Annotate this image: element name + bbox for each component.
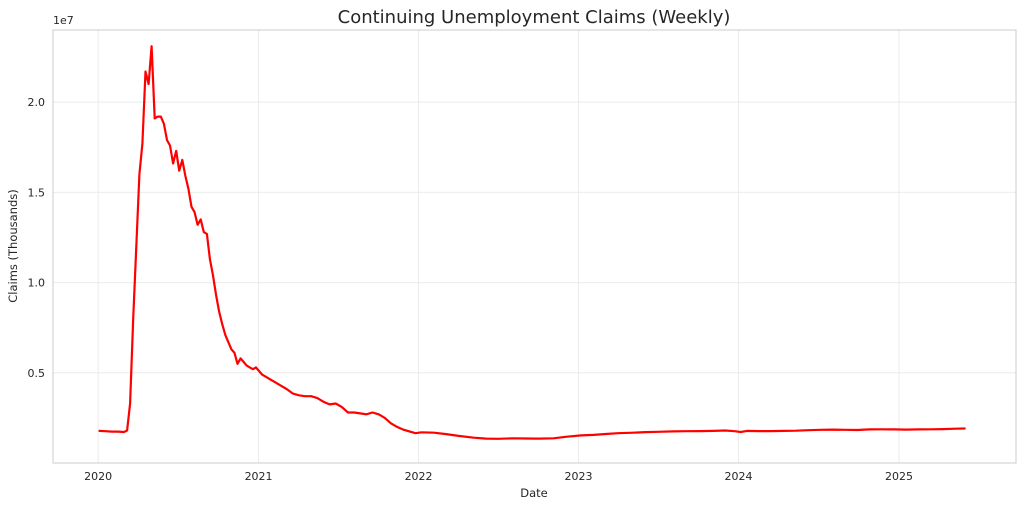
line-series-layer	[98, 45, 966, 440]
series-line	[98, 45, 966, 440]
y-tick-label: 2.0	[28, 96, 46, 109]
y-tick-label: 0.5	[28, 367, 46, 380]
y-tick-label: 1.5	[28, 186, 46, 199]
x-axis-label: Date	[520, 486, 548, 500]
grid	[53, 30, 1016, 463]
y-axis-label: Claims (Thousands)	[6, 189, 20, 303]
x-tick-label: 2023	[565, 470, 593, 483]
x-tick-label: 2020	[84, 470, 112, 483]
y-offset-text: 1e7	[53, 14, 74, 27]
x-tick-label: 2025	[885, 470, 913, 483]
tick-labels: 2020 2021 2022 2023 2024 2025 0.5 1.0 1.5 2.0	[28, 96, 913, 483]
x-tick-label: 2024	[725, 470, 753, 483]
chart-title: Continuing Unemployment Claims (Weekly)	[338, 7, 731, 28]
x-tick-label: 2021	[245, 470, 273, 483]
x-tick-label: 2022	[405, 470, 433, 483]
y-tick-label: 1.0	[28, 277, 46, 290]
plot-frame	[52, 29, 1017, 464]
